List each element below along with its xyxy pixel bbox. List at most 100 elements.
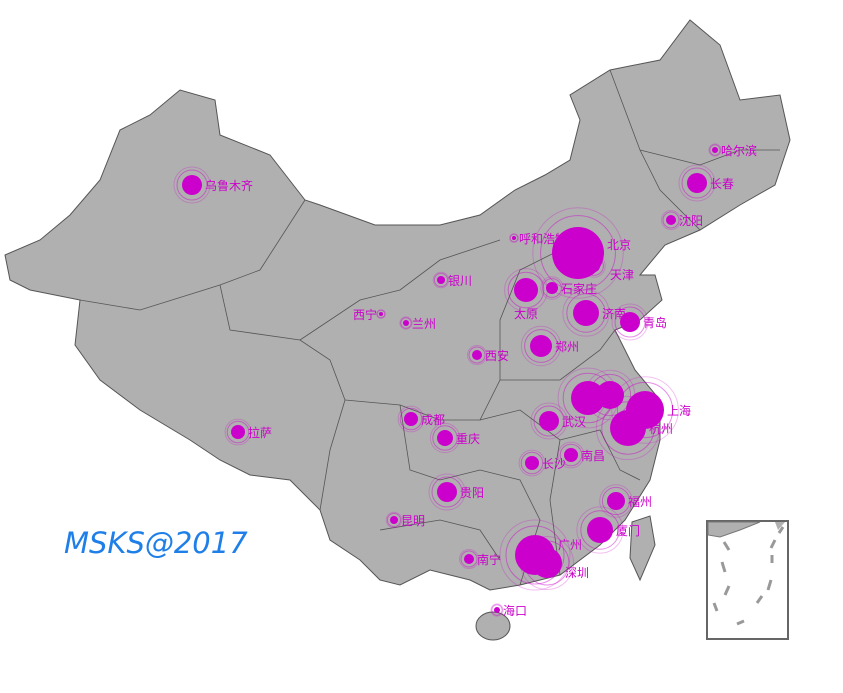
ripple-ring xyxy=(520,451,544,475)
city-bubble[interactable] xyxy=(571,381,605,415)
south-china-sea-inset xyxy=(706,520,789,640)
city-marker[interactable]: 昆明 xyxy=(385,511,425,529)
city-bubble[interactable] xyxy=(404,412,418,426)
city-bubble[interactable] xyxy=(532,548,562,578)
city-marker[interactable]: 重庆 xyxy=(429,422,480,454)
city-marker[interactable]: 石家庄 xyxy=(540,276,597,300)
city-label: 贵阳 xyxy=(460,486,484,500)
ripple-ring xyxy=(400,317,412,329)
city-marker[interactable]: 深圳 xyxy=(520,536,590,590)
ripple-ring xyxy=(518,449,546,477)
ripple-ring xyxy=(524,329,558,363)
ripple-ring xyxy=(507,271,545,309)
ripple-ring xyxy=(433,272,449,288)
ripple-ring xyxy=(385,511,403,529)
city-marker[interactable] xyxy=(557,367,619,429)
ripple-ring xyxy=(459,549,479,569)
ripple-ring xyxy=(376,309,386,319)
ripple-ring xyxy=(432,425,458,451)
city-label: 昆明 xyxy=(401,514,425,528)
city-marker[interactable]: 西安 xyxy=(467,345,510,365)
city-bubble[interactable] xyxy=(687,173,707,193)
ripple-ring xyxy=(399,407,423,431)
ripple-ring xyxy=(580,510,620,550)
city-bubble[interactable] xyxy=(437,430,453,446)
city-bubble[interactable] xyxy=(539,411,559,431)
city-label: 济南 xyxy=(602,306,626,321)
city-marker[interactable]: 拉萨 xyxy=(224,418,272,446)
city-marker[interactable]: 青岛 xyxy=(611,303,667,341)
ripple-ring xyxy=(429,422,461,454)
city-bubble[interactable] xyxy=(530,335,552,357)
city-marker[interactable]: 南宁 xyxy=(459,549,502,569)
ripple-ring xyxy=(467,345,487,365)
city-bubble[interactable] xyxy=(403,320,409,326)
ripple-ring xyxy=(588,373,632,417)
city-bubble[interactable] xyxy=(437,276,445,284)
city-marker[interactable]: 长沙 xyxy=(518,449,566,477)
ripple-ring xyxy=(582,254,606,278)
city-bubble[interactable] xyxy=(666,215,676,225)
city-bubble[interactable] xyxy=(587,517,613,543)
city-bubble[interactable] xyxy=(588,260,600,272)
city-marker[interactable]: 福州 xyxy=(599,484,652,518)
city-label: 石家庄 xyxy=(561,281,597,296)
city-bubble[interactable] xyxy=(712,147,718,153)
city-marker[interactable]: 济南 xyxy=(562,289,626,337)
city-marker[interactable]: 沈阳 xyxy=(661,210,704,230)
ripple-ring xyxy=(562,289,610,337)
city-marker[interactable]: 贵阳 xyxy=(428,473,484,511)
ripple-ring xyxy=(530,402,568,440)
city-label: 杭州 xyxy=(649,421,673,436)
city-bubble[interactable] xyxy=(610,410,646,446)
city-marker[interactable]: 长春 xyxy=(678,164,734,202)
city-bubble[interactable] xyxy=(573,300,599,326)
city-bubble[interactable] xyxy=(512,236,516,240)
ripple-ring xyxy=(540,215,616,291)
city-marker[interactable]: 海口 xyxy=(490,603,527,618)
city-bubble[interactable] xyxy=(379,312,383,316)
city-marker[interactable]: 厦门 xyxy=(576,506,640,554)
ripple-ring xyxy=(505,525,565,585)
city-bubble[interactable] xyxy=(564,448,578,462)
city-label: 上海 xyxy=(667,403,691,418)
city-label: 郑州 xyxy=(555,339,579,354)
city-bubble[interactable] xyxy=(437,482,457,502)
city-bubble[interactable] xyxy=(494,607,500,613)
city-bubble[interactable] xyxy=(231,425,245,439)
mainland-outline xyxy=(4,19,791,591)
city-marker[interactable]: 乌鲁木齐 xyxy=(173,166,253,204)
city-label: 哈尔滨 xyxy=(721,143,757,158)
hainan xyxy=(475,611,511,641)
city-marker[interactable]: 天津 xyxy=(582,254,634,282)
city-bubble[interactable] xyxy=(182,175,202,195)
city-bubble[interactable] xyxy=(546,282,558,294)
city-bubble[interactable] xyxy=(607,492,625,510)
city-bubble[interactable] xyxy=(514,278,538,302)
city-marker[interactable]: 杭州 xyxy=(595,395,673,461)
ripple-ring xyxy=(662,211,680,229)
city-label: 福州 xyxy=(628,494,652,509)
city-marker[interactable]: 南昌 xyxy=(557,441,605,469)
ripple-ring xyxy=(559,443,583,467)
city-marker[interactable]: 郑州 xyxy=(520,325,579,367)
city-marker[interactable]: 西宁 xyxy=(353,307,386,322)
city-bubble[interactable] xyxy=(464,554,474,564)
city-marker[interactable]: 太原 xyxy=(504,268,548,321)
city-marker[interactable]: 哈尔滨 xyxy=(708,143,757,158)
city-bubble[interactable] xyxy=(525,456,539,470)
city-marker[interactable]: 武汉 xyxy=(530,402,586,440)
city-bubble[interactable] xyxy=(596,381,624,409)
city-marker[interactable]: 兰州 xyxy=(399,316,436,331)
ripple-ring xyxy=(601,486,631,516)
city-bubble[interactable] xyxy=(390,516,398,524)
city-bubble[interactable] xyxy=(620,312,640,332)
city-bubble[interactable] xyxy=(472,350,482,360)
ripple-ring xyxy=(520,325,562,367)
city-marker[interactable]: 银川 xyxy=(432,271,472,289)
city-marker[interactable]: 成都 xyxy=(397,405,445,433)
ripple-ring xyxy=(595,395,661,461)
